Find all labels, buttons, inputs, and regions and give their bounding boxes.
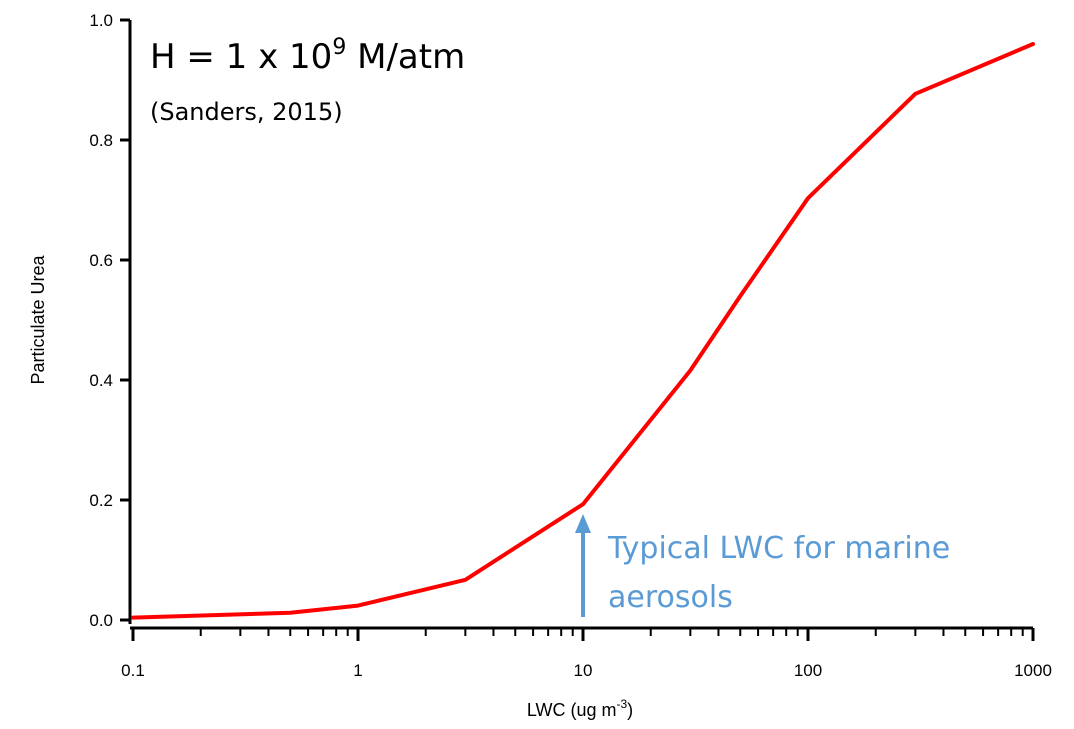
data-point	[356, 604, 360, 608]
data-point	[913, 92, 917, 96]
y-ticks: 0.0 0.2 0.4 0.6 0.8 1.0	[89, 11, 130, 630]
x-axis-title-main: LWC (ug m	[527, 700, 617, 720]
data-point	[581, 502, 585, 506]
y-tick-label: 0.2	[89, 491, 113, 510]
y-tick-label: 0.4	[89, 371, 113, 390]
x-tick-label: 1	[353, 661, 362, 680]
citation-label: (Sanders, 2015)	[150, 98, 343, 126]
data-point	[288, 611, 292, 615]
y-tick-label: 0.0	[89, 611, 113, 630]
henry-suffix: M/atm	[346, 37, 465, 77]
lwc-marker	[575, 514, 591, 617]
marker-arrow-head	[575, 514, 591, 533]
henry-prefix: H = 1 x 10	[150, 37, 332, 77]
y-axis-title: Particulate Urea	[28, 254, 48, 384]
data-point	[1031, 42, 1035, 46]
data-point	[131, 616, 135, 620]
data-point	[688, 368, 692, 372]
x-axis-title-sup: -3	[617, 697, 628, 711]
x-tick-label: 10	[574, 661, 593, 680]
y-tick-label: 0.6	[89, 251, 113, 270]
x-axis-title: LWC (ug m-3)	[527, 697, 633, 720]
marker-label-line1: Typical LWC for marine	[607, 531, 950, 566]
henry-constant-label: H = 1 x 109 M/atm	[150, 35, 465, 77]
y-tick-label: 1.0	[89, 11, 113, 30]
data-point	[806, 196, 810, 200]
x-tick-label: 0.1	[121, 661, 145, 680]
x-tick-label: 100	[794, 661, 822, 680]
x-tick-label: 1000	[1014, 661, 1052, 680]
x-ticks: 0.1 1 10 100 1000	[121, 628, 1052, 680]
marker-label-line2: aerosols	[608, 580, 733, 615]
data-point	[738, 294, 742, 298]
y-tick-label: 0.8	[89, 131, 113, 150]
x-axis-title-close: )	[627, 700, 633, 720]
series-line	[131, 42, 1035, 620]
henry-exponent: 9	[332, 35, 346, 60]
data-point	[463, 578, 467, 582]
y-axis: 0.0 0.2 0.4 0.6 0.8 1.0	[89, 11, 132, 630]
x-axis: 0.1 1 10 100 1000	[121, 626, 1052, 680]
data-points	[131, 42, 1035, 620]
